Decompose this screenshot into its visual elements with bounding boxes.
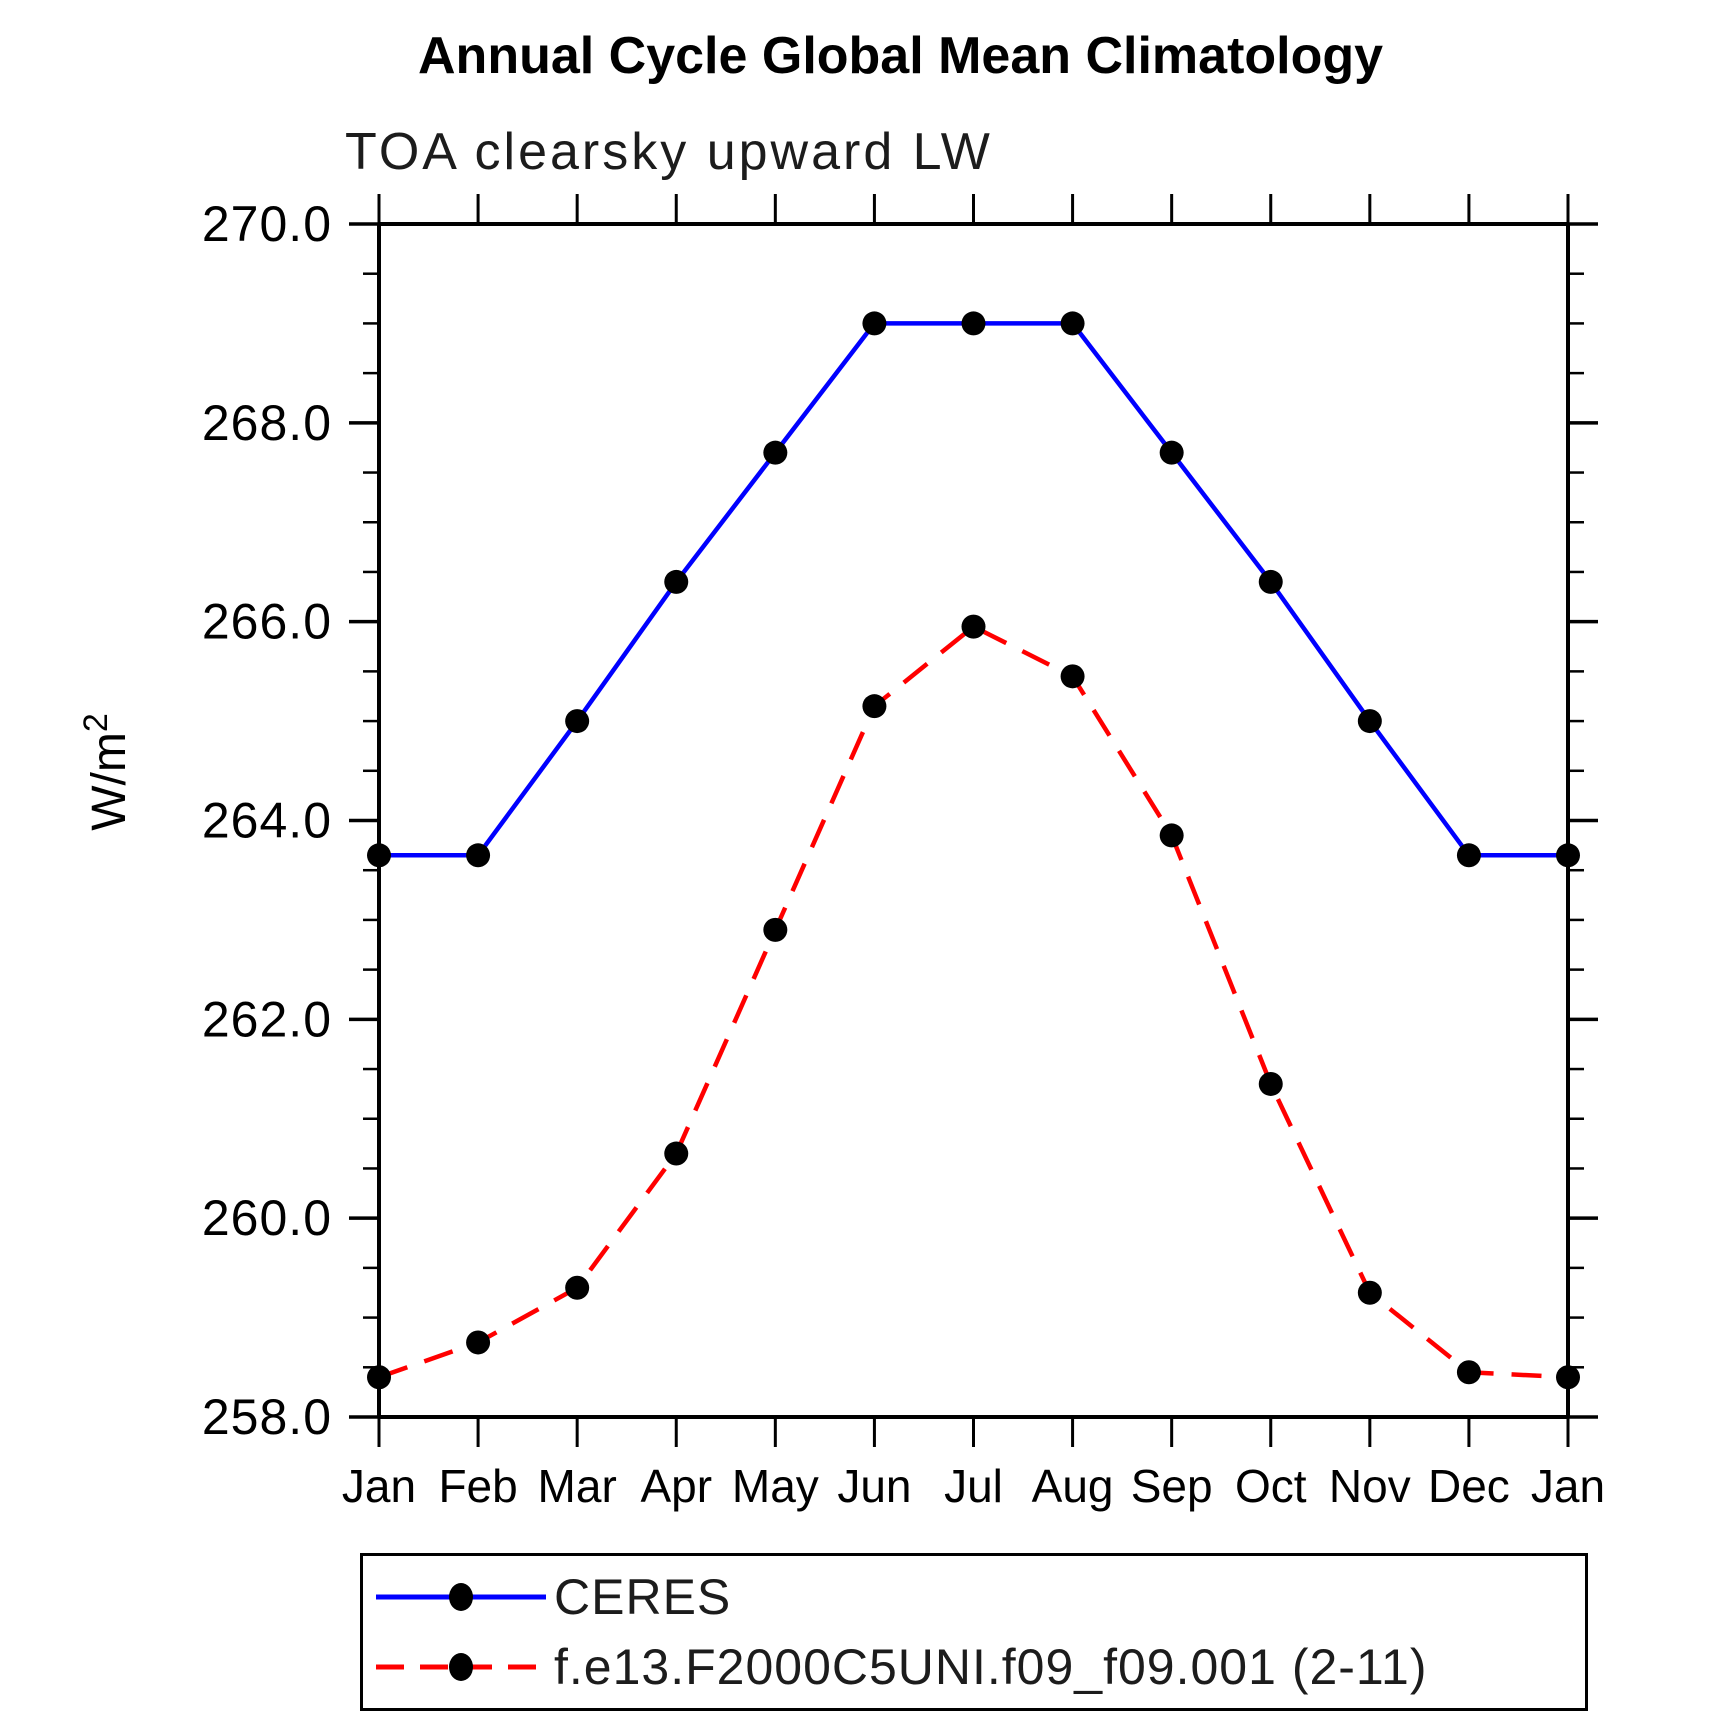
legend-item-model: f.e13.F2000C5UNI.f09_f09.001 (2-11) [368,1639,1427,1695]
series-line-0 [379,321,1568,858]
data-point-marker [763,917,788,942]
legend-line-sample-solid [376,1583,546,1611]
data-point-marker [1357,1280,1382,1305]
x-tick-label: Feb [438,1460,517,1512]
series-markers [367,311,1580,1390]
data-point-marker [1060,664,1085,689]
x-tick-label: Jul [944,1460,1003,1512]
x-tick-label: Apr [640,1460,712,1512]
data-point-marker [466,1330,491,1355]
data-point-marker [664,1141,689,1166]
legend-marker-dot [449,1653,473,1681]
y-tick-label: 268.0 [202,395,332,451]
legend-line-sample-dashed [376,1653,546,1681]
data-point-marker [565,1275,590,1300]
x-tick-label: Aug [1032,1460,1114,1512]
data-point-marker [1258,1071,1283,1096]
legend-label-model: f.e13.F2000C5UNI.f09_f09.001 (2-11) [554,1639,1428,1695]
legend-item-ceres: CERES [368,1569,731,1625]
x-tick-label: Jun [837,1460,911,1512]
tick-marks [349,194,1598,1447]
axes [377,222,1570,1419]
x-tick-label: Oct [1235,1460,1307,1512]
data-point-marker [367,1365,391,1390]
y-tick-label: 266.0 [202,594,332,650]
data-point-marker [1258,569,1283,594]
data-point-marker [1159,440,1184,465]
x-tick-label: Dec [1428,1460,1510,1512]
data-point-marker [1556,1365,1580,1390]
y-axis-title: W/m2 [77,713,136,831]
legend-marker-dot [449,1583,473,1611]
legend-label-ceres: CERES [554,1569,732,1625]
data-point-marker [1060,311,1085,336]
x-tick-label: May [732,1460,819,1512]
y-tick-label: 262.0 [202,991,332,1047]
data-point-marker [565,709,590,734]
data-point-marker [1456,1360,1481,1385]
data-point-marker [466,843,491,868]
data-point-marker [367,843,391,868]
data-point-marker [961,614,986,639]
y-tick-labels: 258.0 260.0 262.0 264.0 266.0 268.0 270.0 [202,196,332,1445]
data-point-marker [763,440,788,465]
legend: CERES f.e13.F2000C5UNI.f09_f09.001 (2-11… [360,1553,1588,1711]
x-tick-label: Jan [1531,1460,1605,1512]
data-point-marker [1456,843,1481,868]
data-point-marker [1159,823,1184,848]
data-point-marker [664,569,689,594]
x-tick-label: Jan [342,1460,416,1512]
series-line-1 [378,623,1569,1380]
y-tick-label: 258.0 [202,1389,332,1445]
x-tick-label: Sep [1131,1460,1213,1512]
x-tick-label: Mar [538,1460,617,1512]
data-point-marker [961,311,986,336]
x-tick-label: Nov [1329,1460,1411,1512]
y-tick-label: 260.0 [202,1190,332,1246]
chart-title: Annual Cycle Global Mean Climatology [418,27,1384,85]
x-tick-labels: Jan Feb Mar Apr May Jun Jul Aug Sep Oct Nov Dec Jan [342,1460,1605,1512]
y-tick-label: 270.0 [202,196,332,252]
data-point-marker [1556,843,1580,868]
data-point-marker [862,694,887,719]
chart-subtitle: TOA clearsky upward LW [345,123,993,181]
y-tick-label: 264.0 [202,793,332,849]
data-point-marker [862,311,887,336]
data-point-marker [1357,709,1382,734]
